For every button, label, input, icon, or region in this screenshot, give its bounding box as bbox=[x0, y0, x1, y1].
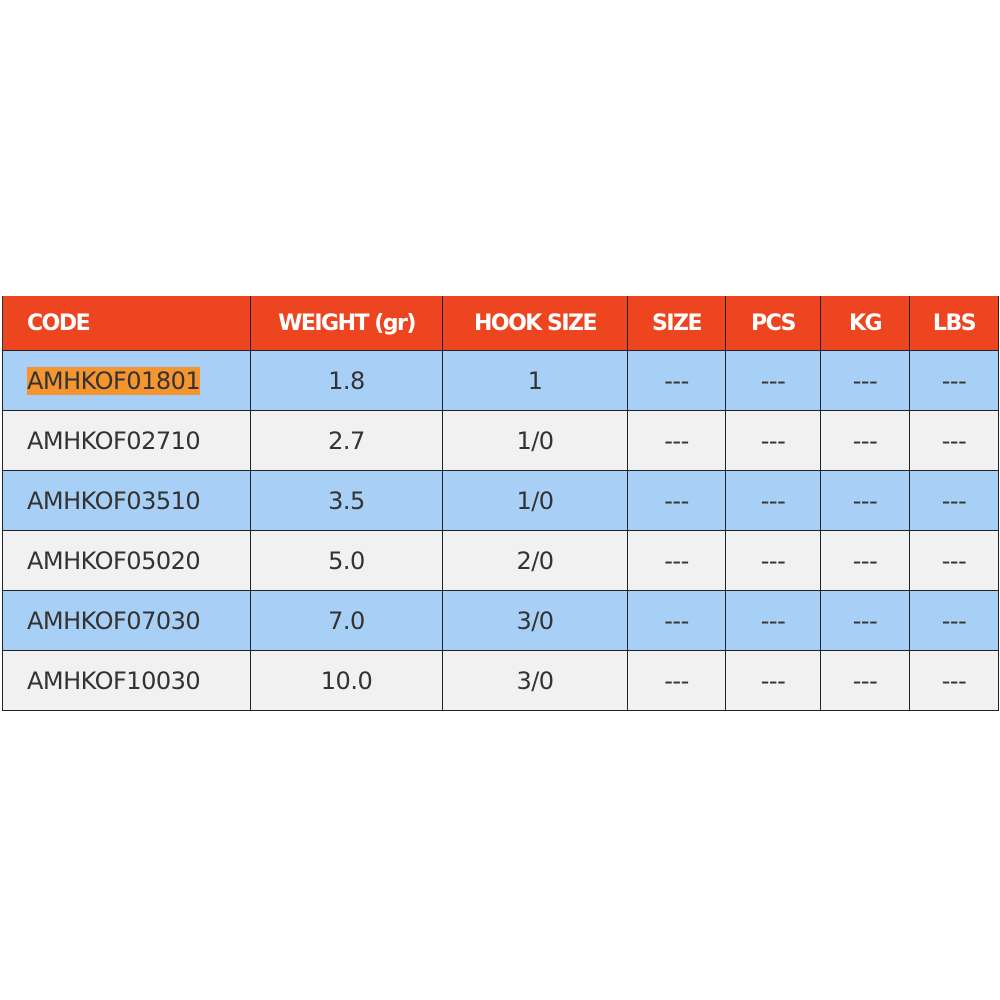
cell-size: --- bbox=[627, 350, 726, 411]
cell-kg: --- bbox=[820, 350, 910, 411]
cell-pcs: --- bbox=[725, 650, 821, 711]
cell-hook-size: 1/0 bbox=[442, 470, 628, 531]
cell-weight: 5.0 bbox=[250, 530, 443, 591]
cell-lbs: --- bbox=[909, 530, 999, 591]
table-row: AMHKOF03510 3.5 1/0 --- --- --- --- bbox=[2, 470, 999, 531]
cell-weight: 7.0 bbox=[250, 590, 443, 651]
cell-weight: 2.7 bbox=[250, 410, 443, 471]
cell-hook-size: 3/0 bbox=[442, 590, 628, 651]
cell-code: AMHKOF02710 bbox=[2, 410, 251, 471]
table-row: AMHKOF01801 1.8 1 --- --- --- --- bbox=[2, 350, 999, 411]
cell-weight: 3.5 bbox=[250, 470, 443, 531]
product-spec-table: CODE WEIGHT (gr) HOOK SIZE SIZE PCS KG LBS AMH… bbox=[2, 296, 999, 711]
header-pcs: PCS bbox=[725, 296, 821, 351]
cell-kg: --- bbox=[820, 530, 910, 591]
header-kg: KG bbox=[820, 296, 910, 351]
cell-pcs: --- bbox=[725, 530, 821, 591]
cell-kg: --- bbox=[820, 410, 910, 471]
header-weight: WEIGHT (gr) bbox=[250, 296, 443, 351]
cell-code: AMHKOF10030 bbox=[2, 650, 251, 711]
cell-size: --- bbox=[627, 470, 726, 531]
table-row: AMHKOF07030 7.0 3/0 --- --- --- --- bbox=[2, 590, 999, 651]
header-hook-size: HOOK SIZE bbox=[442, 296, 628, 351]
cell-kg: --- bbox=[820, 650, 910, 711]
cell-lbs: --- bbox=[909, 590, 999, 651]
cell-pcs: --- bbox=[725, 470, 821, 531]
cell-code: AMHKOF07030 bbox=[2, 590, 251, 651]
table-row: AMHKOF05020 5.0 2/0 --- --- --- --- bbox=[2, 530, 999, 591]
cell-lbs: --- bbox=[909, 410, 999, 471]
cell-size: --- bbox=[627, 530, 726, 591]
cell-weight: 10.0 bbox=[250, 650, 443, 711]
cell-pcs: --- bbox=[725, 350, 821, 411]
header-code: CODE bbox=[2, 296, 251, 351]
cell-code: AMHKOF03510 bbox=[2, 470, 251, 531]
table-row: AMHKOF02710 2.7 1/0 --- --- --- --- bbox=[2, 410, 999, 471]
cell-weight: 1.8 bbox=[250, 350, 443, 411]
cell-kg: --- bbox=[820, 590, 910, 651]
cell-kg: --- bbox=[820, 470, 910, 531]
cell-size: --- bbox=[627, 590, 726, 651]
cell-hook-size: 1/0 bbox=[442, 410, 628, 471]
cell-lbs: --- bbox=[909, 650, 999, 711]
cell-hook-size: 2/0 bbox=[442, 530, 628, 591]
cell-code: AMHKOF05020 bbox=[2, 530, 251, 591]
cell-lbs: --- bbox=[909, 470, 999, 531]
cell-pcs: --- bbox=[725, 590, 821, 651]
cell-pcs: --- bbox=[725, 410, 821, 471]
cell-hook-size: 3/0 bbox=[442, 650, 628, 711]
cell-size: --- bbox=[627, 410, 726, 471]
table-body: AMHKOF01801 1.8 1 --- --- --- --- AMHKOF02710 2.… bbox=[2, 350, 999, 711]
cell-lbs: --- bbox=[909, 350, 999, 411]
cell-hook-size: 1 bbox=[442, 350, 628, 411]
header-size: SIZE bbox=[627, 296, 726, 351]
header-row: CODE WEIGHT (gr) HOOK SIZE SIZE PCS KG LBS bbox=[2, 296, 999, 351]
cell-code: AMHKOF01801 bbox=[2, 350, 251, 411]
header-lbs: LBS bbox=[909, 296, 999, 351]
highlighted-code: AMHKOF01801 bbox=[27, 366, 201, 395]
table-row: AMHKOF10030 10.0 3/0 --- --- --- --- bbox=[2, 650, 999, 711]
cell-size: --- bbox=[627, 650, 726, 711]
